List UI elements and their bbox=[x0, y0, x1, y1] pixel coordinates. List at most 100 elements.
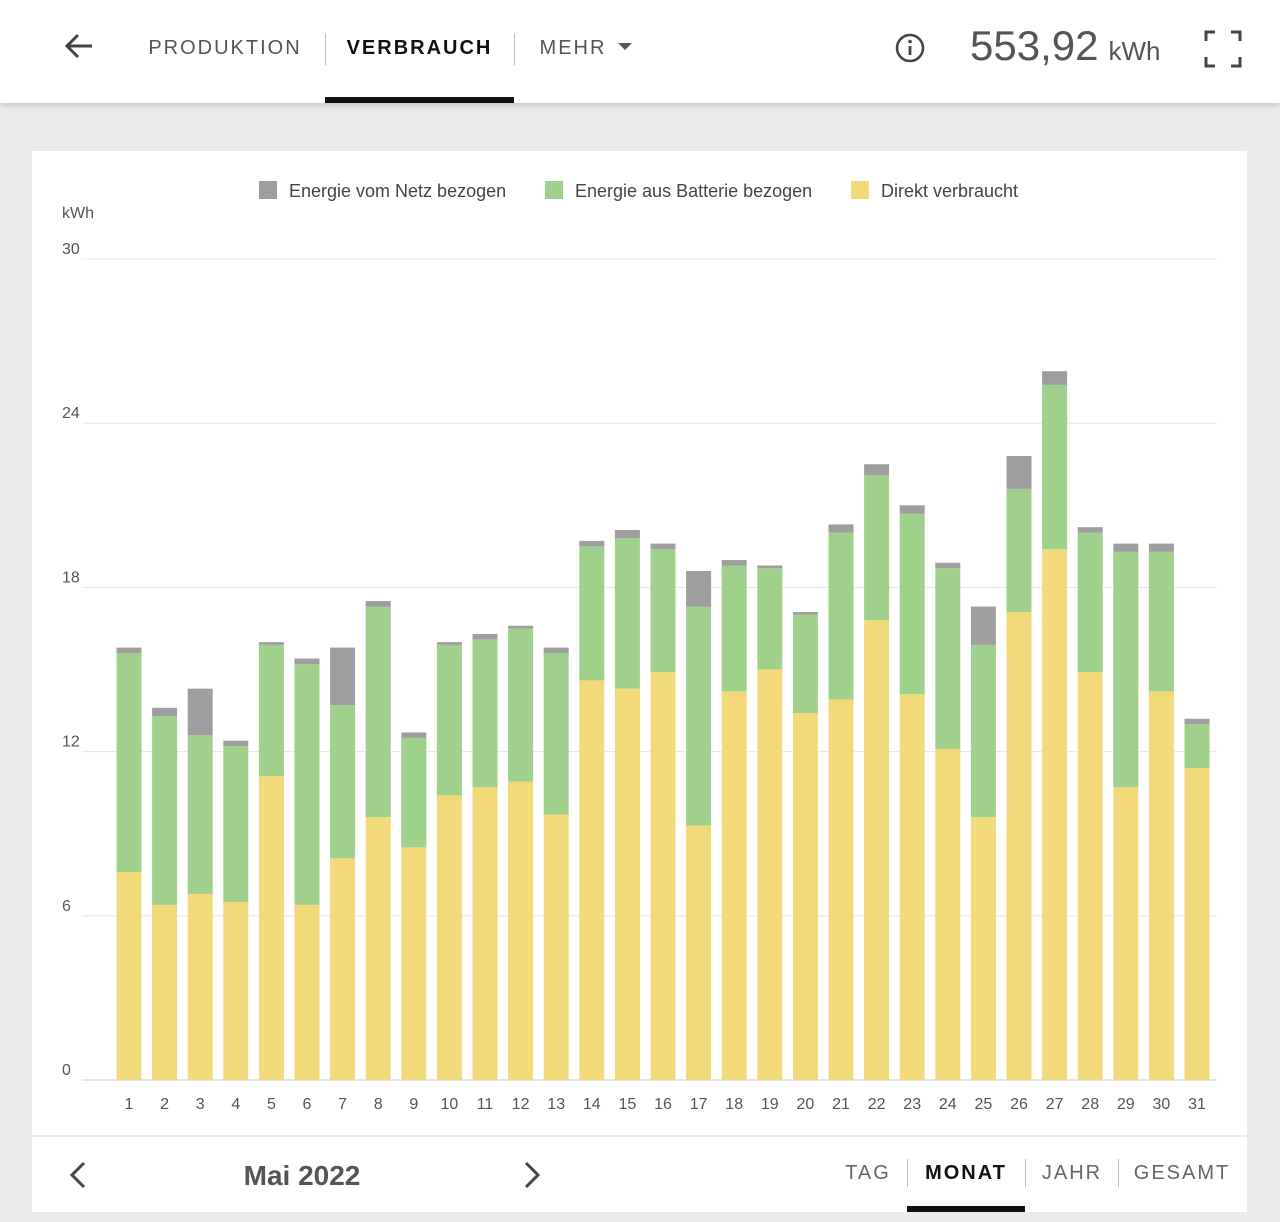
bar-segment bbox=[1077, 527, 1103, 533]
bar-segment bbox=[579, 540, 605, 547]
bar-segment bbox=[1113, 551, 1139, 788]
next-period-icon[interactable] bbox=[512, 1157, 548, 1193]
bar-segment bbox=[258, 644, 284, 777]
x-tick-label: 3 bbox=[196, 1096, 205, 1113]
x-tick-label: 25 bbox=[975, 1096, 993, 1113]
fullscreen-icon[interactable] bbox=[1204, 30, 1242, 68]
legend-label-direkt: Direkt verbraucht bbox=[881, 181, 1019, 201]
x-tick-label: 27 bbox=[1046, 1096, 1064, 1113]
bar-segment bbox=[579, 680, 605, 1080]
bar-segment bbox=[1042, 384, 1068, 550]
bar-segment bbox=[686, 570, 712, 607]
bar-segment bbox=[899, 505, 925, 514]
bar-segment bbox=[614, 688, 640, 1080]
bar-segment bbox=[686, 825, 712, 1080]
bar-segment bbox=[757, 669, 783, 1080]
bar-segment bbox=[152, 707, 178, 717]
bar-segment bbox=[828, 699, 854, 1080]
x-tick-label: 6 bbox=[303, 1096, 312, 1113]
bar-segment bbox=[864, 475, 890, 621]
x-tick-label: 11 bbox=[477, 1096, 494, 1113]
x-tick-label: 2 bbox=[160, 1096, 169, 1113]
bar-segment bbox=[543, 814, 569, 1080]
bar-segment bbox=[508, 781, 534, 1080]
y-tick-label: 12 bbox=[62, 734, 80, 751]
x-tick-label: 17 bbox=[690, 1096, 708, 1113]
bar-segment bbox=[1113, 543, 1139, 552]
tab-produktion[interactable]: PRODUKTION bbox=[140, 0, 310, 103]
bar-segment bbox=[792, 612, 818, 615]
range-tab-divider bbox=[907, 1159, 908, 1187]
range-tab-monat[interactable]: MONAT bbox=[907, 1137, 1025, 1212]
bar-segment bbox=[970, 817, 996, 1080]
x-tick-label: 23 bbox=[903, 1096, 921, 1113]
range-tab-gesamt[interactable]: GESAMT bbox=[1126, 1137, 1238, 1212]
bar-segment bbox=[472, 633, 498, 640]
bar-segment bbox=[223, 902, 249, 1080]
x-tick-label: 16 bbox=[654, 1096, 672, 1113]
tab-verbrauch[interactable]: VERBRAUCH bbox=[325, 0, 514, 103]
bar-segment bbox=[1006, 456, 1032, 489]
range-tab-tag[interactable]: TAG bbox=[836, 1137, 900, 1212]
x-tick-label: 18 bbox=[725, 1096, 743, 1113]
tab-mehr[interactable]: MEHR bbox=[530, 0, 642, 103]
bar-segment bbox=[721, 565, 747, 692]
bar-segment bbox=[1184, 724, 1210, 769]
bar-segment bbox=[152, 904, 178, 1080]
chart-legend: Energie vom Netz bezogen Energie aus Bat… bbox=[32, 179, 1247, 205]
tab-divider bbox=[514, 33, 515, 65]
y-tick-label: 24 bbox=[62, 405, 80, 422]
bar-segment bbox=[543, 653, 569, 815]
bar-segment bbox=[721, 691, 747, 1080]
period-label: Mai 2022 bbox=[243, 1160, 361, 1191]
bar-segment bbox=[223, 740, 249, 747]
bar-segment bbox=[1042, 549, 1068, 1080]
bar-segment bbox=[792, 713, 818, 1080]
range-tab-gesamt-label: GESAMT bbox=[1133, 1162, 1231, 1184]
x-tick-label: 30 bbox=[1153, 1096, 1171, 1113]
bar-segment bbox=[935, 748, 961, 1080]
bar-segment bbox=[1184, 768, 1210, 1080]
x-tick-label: 31 bbox=[1188, 1096, 1206, 1113]
x-tick-label: 5 bbox=[267, 1096, 276, 1113]
legend-label-netz: Energie vom Netz bezogen bbox=[289, 181, 507, 201]
legend-label-batterie: Energie aus Batterie bezogen bbox=[575, 181, 813, 201]
x-tick-label: 10 bbox=[441, 1096, 459, 1113]
bar-segment bbox=[187, 735, 213, 894]
bar-segment bbox=[1113, 787, 1139, 1080]
total-energy: 553,92 kWh bbox=[970, 22, 1160, 78]
bar-segment bbox=[258, 642, 284, 645]
previous-period-icon[interactable] bbox=[62, 1157, 98, 1193]
range-tab-jahr[interactable]: JAHR bbox=[1033, 1137, 1111, 1212]
bar-segment bbox=[294, 658, 320, 665]
info-icon[interactable] bbox=[894, 32, 926, 64]
bar-segment bbox=[935, 568, 961, 749]
bar-segment bbox=[365, 601, 391, 607]
range-tab-jahr-label: JAHR bbox=[1041, 1162, 1103, 1184]
x-tick-label: 7 bbox=[338, 1096, 347, 1113]
range-tab-monat-label: MONAT bbox=[925, 1162, 1007, 1184]
bar-segment bbox=[1077, 532, 1103, 673]
bar-segment bbox=[579, 546, 605, 681]
x-tick-label: 13 bbox=[547, 1096, 565, 1113]
bar-segment bbox=[721, 560, 747, 566]
tab-divider bbox=[325, 33, 326, 65]
bar-segment bbox=[970, 644, 996, 818]
y-tick-label: 18 bbox=[62, 569, 80, 586]
bar-segment bbox=[330, 705, 356, 859]
bar-segment bbox=[1184, 718, 1210, 725]
bar-segment bbox=[436, 795, 462, 1080]
back-arrow-icon[interactable] bbox=[58, 26, 102, 70]
range-tab-divider bbox=[1025, 1159, 1026, 1187]
bar-segment bbox=[864, 464, 890, 476]
x-tick-label: 9 bbox=[409, 1096, 418, 1113]
x-tick-label: 21 bbox=[832, 1096, 850, 1113]
top-bar: PRODUKTION VERBRAUCH MEHR 553,92 kWh bbox=[0, 0, 1280, 103]
x-tick-label: 1 bbox=[125, 1096, 134, 1113]
bar-segment bbox=[508, 625, 534, 629]
bar-segment bbox=[436, 642, 462, 645]
bar-segment bbox=[543, 647, 569, 654]
bar-segment bbox=[330, 858, 356, 1080]
chart-card: Energie vom Netz bezogen Energie aus Bat… bbox=[32, 151, 1247, 1135]
